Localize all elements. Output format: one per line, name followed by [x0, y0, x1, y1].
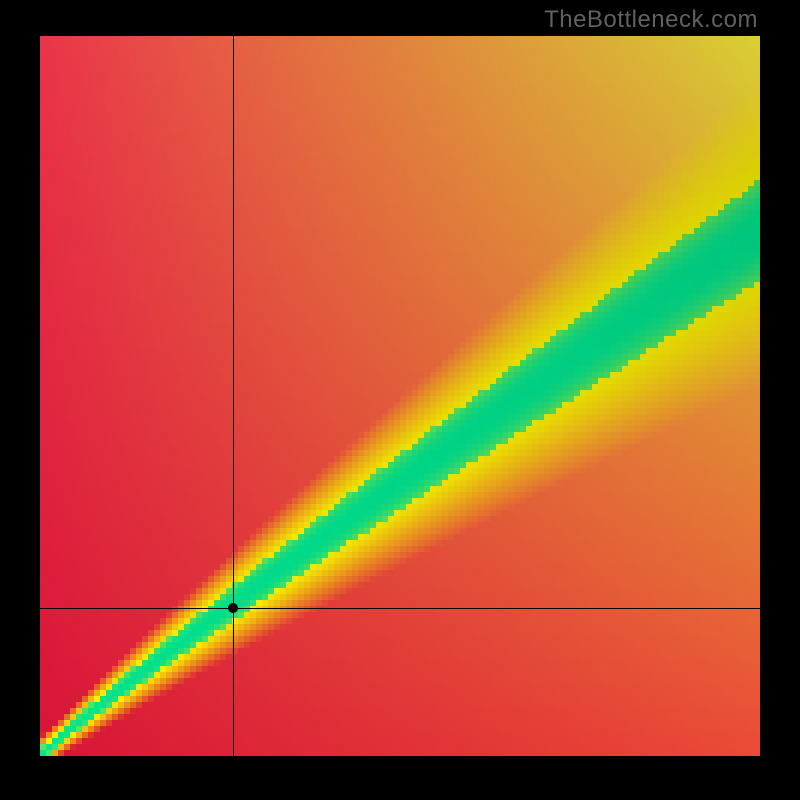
crosshair-horizontal [40, 608, 760, 609]
marker-point [228, 603, 238, 613]
crosshair-vertical [233, 36, 234, 756]
watermark: TheBottleneck.com [544, 6, 758, 34]
heatmap-canvas [40, 36, 760, 756]
heatmap-plot [40, 36, 760, 756]
